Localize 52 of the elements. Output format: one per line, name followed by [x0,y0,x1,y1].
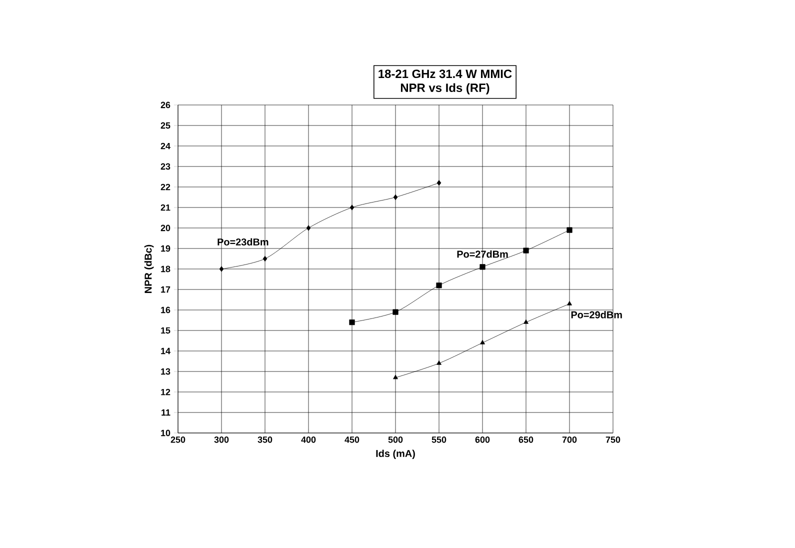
point [436,360,442,365]
y-tick-label: 11 [162,409,170,416]
y-tick-label: 16 [161,306,170,314]
point [349,319,355,326]
y-tick-label: 20 [160,224,170,232]
x-tick-label: 500 [388,436,403,443]
y-tick-label: 10 [161,430,170,436]
x-tick-label: 600 [475,436,490,443]
x-tick-label: 550 [432,436,446,443]
y-tick-label: 21 [160,204,170,211]
point [262,256,268,262]
series-label: Po=23dBm [218,238,268,246]
x-tick-label: 650 [518,436,534,443]
point [436,282,442,288]
y-tick-label: 17 [161,286,170,293]
x-tick-label: 700 [562,436,577,443]
y-tick-label: 18 [161,266,170,272]
y-tick-label: 26 [160,102,170,108]
series-label: Po=27dBm [457,250,508,258]
point [219,266,224,272]
point [566,227,572,233]
chart-subtitle: NPR vs Ids (RF) [400,83,490,94]
point [567,301,572,306]
y-tick-label: 23 [160,163,170,170]
point [524,319,528,324]
chart-title: 18-21 GHz 31.4 W MMIC [378,70,512,78]
point [392,309,398,315]
point [436,180,442,186]
point [393,194,398,200]
x-tick-label: 450 [344,436,360,443]
x-tick-label: 750 [606,436,620,443]
x-tick-label: 350 [258,436,272,443]
y-tick-label: 22 [160,184,170,190]
point [306,225,311,231]
y-axis-title: NPR (dBc) [144,244,154,293]
point [393,374,398,380]
x-tick-label: 300 [214,436,229,443]
y-tick-label: 13 [161,368,170,375]
y-tick-label: 14 [161,348,170,354]
y-tick-label: 25 [160,122,170,129]
y-tick-label: 24 [160,142,170,150]
point [480,264,486,270]
y-tick-label: 12 [161,388,170,396]
x-tick-label: 400 [301,436,316,443]
y-tick-label: 19 [161,245,170,252]
point [523,248,529,254]
y-tick-label: 15 [161,327,170,334]
x-tick-label: 250 [170,436,186,443]
x-axis-title: Ids (mA) [376,450,415,459]
series-label: Po=29dBm [571,311,622,318]
point [350,204,354,210]
point [480,340,485,344]
